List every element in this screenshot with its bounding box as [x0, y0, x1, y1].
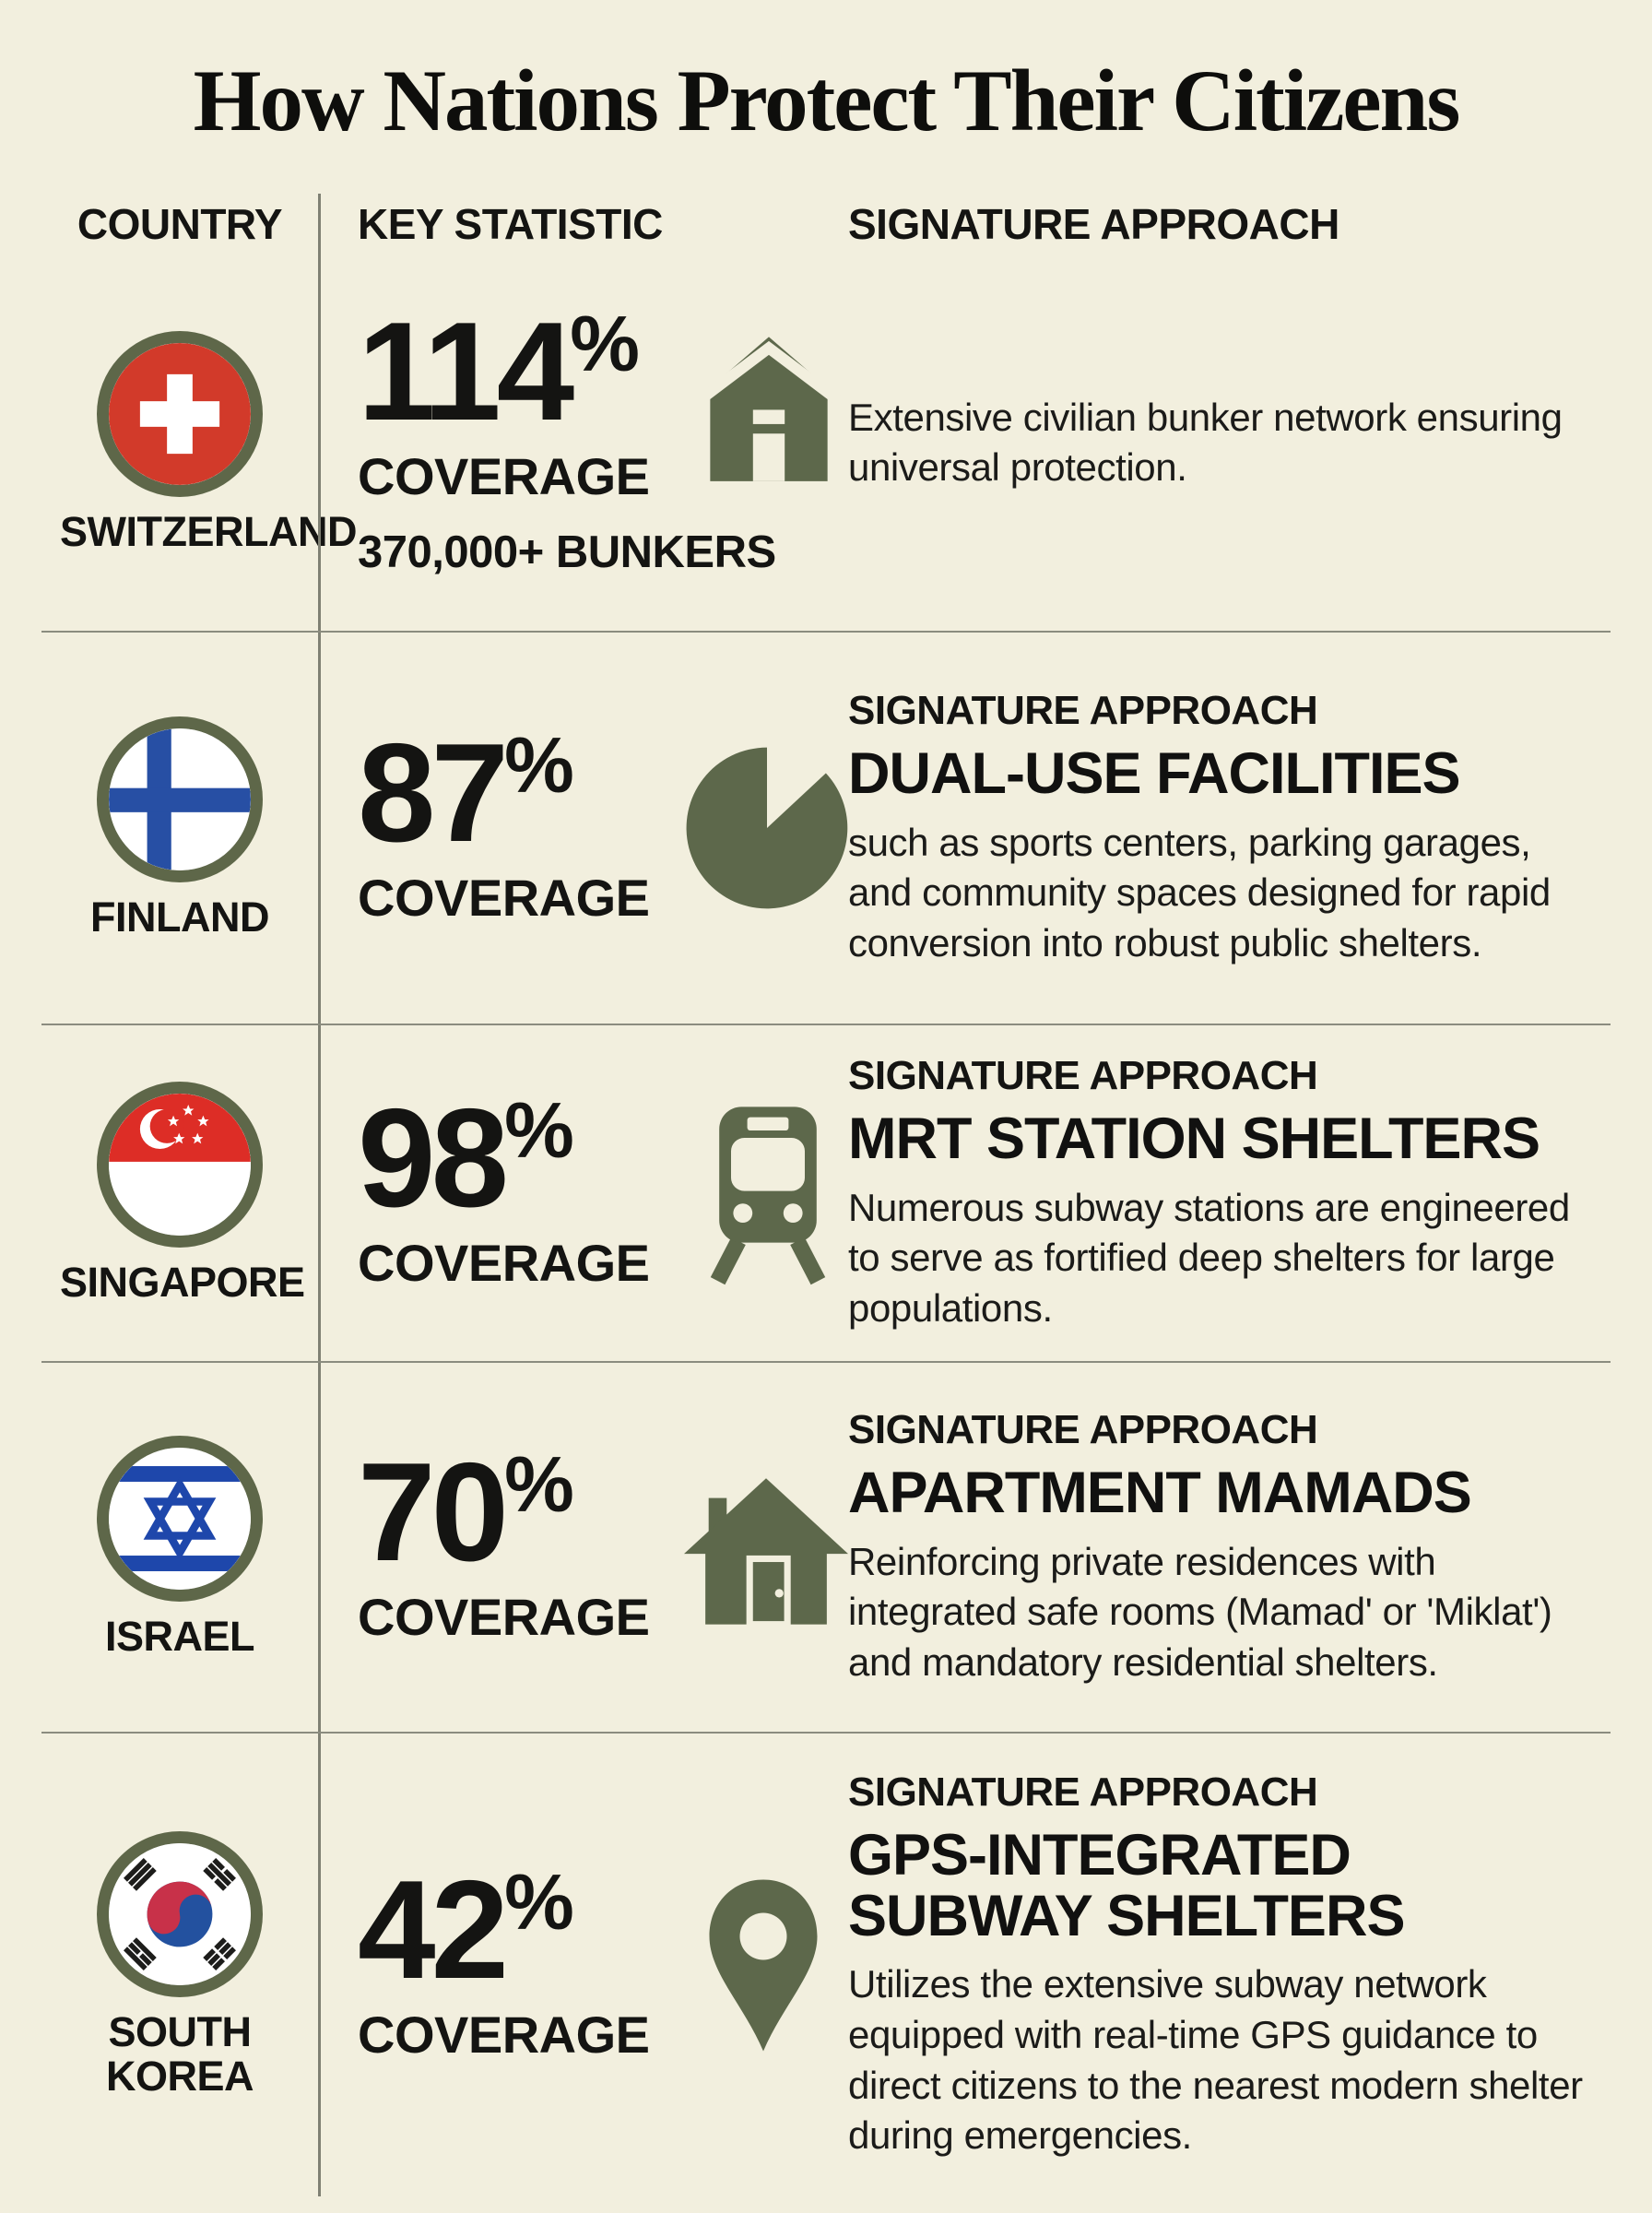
approach-title: MRT STATION SHELTERS [848, 1106, 1540, 1172]
south-korea-flag [97, 1830, 263, 1997]
row-divider [41, 1024, 1611, 1026]
approach-heading: SIGNATURE APPROACH [848, 1053, 1318, 1099]
column-header-stat-cell: KEY STATISTIC [318, 194, 848, 255]
singapore-flag [97, 1082, 263, 1249]
stat-label: COVERAGE [358, 2005, 650, 2064]
percent-sign: % [504, 1087, 574, 1176]
country-cell: SINGAPORE [41, 1025, 318, 1361]
approach-cell: SIGNATURE APPROACH DUAL-USE FACILITIES s… [848, 633, 1611, 1024]
stat-number-text: 87 [358, 714, 509, 871]
location-pin-icon [694, 1876, 832, 2055]
stat-value: 98% [358, 1088, 650, 1228]
finland-flag [97, 716, 263, 883]
stat-value: 87% [358, 723, 639, 863]
approach-cell: SIGNATURE APPROACH APARTMENT MAMADS Rein… [848, 1363, 1611, 1732]
approach-title: GPS-INTEGRATED SUBWAY SHELTERS [848, 1823, 1405, 1949]
stat-cell: 42% COVERAGE [318, 1734, 848, 2197]
country-row-singapore: SINGAPORE 98% COVERAGE [0, 1025, 1652, 1362]
switzerland-flag [97, 331, 263, 498]
stat-number-text: 114 [358, 292, 574, 450]
approach-description: such as sports centers, parking garages,… [848, 820, 1551, 964]
approach-description: Extensive civilian bunker network ensuri… [848, 395, 1563, 490]
stat-cell: 70% COVERAGE [318, 1363, 848, 1733]
approach-heading: SIGNATURE APPROACH [848, 688, 1318, 734]
stat-label: COVERAGE [358, 446, 650, 505]
approach-description: Reinforcing private residences with inte… [848, 1539, 1552, 1684]
percent-sign: % [504, 1441, 574, 1530]
train-icon [694, 1101, 842, 1285]
approach-title: APARTMENT MAMADS [848, 1461, 1472, 1526]
title-section: How Nations Protect Their Citizens [0, 0, 1652, 149]
row-divider [41, 631, 1611, 633]
country-cell: SWITZERLAND [41, 254, 357, 631]
israel-flag [97, 1436, 263, 1603]
row-divider [41, 1361, 1611, 1364]
country-name: ISRAEL [104, 1613, 255, 1661]
stat-value: 114% [358, 302, 645, 442]
column-header-approach-cell: SIGNATURE APPROACH [848, 194, 1611, 254]
stat-label: COVERAGE [358, 868, 650, 927]
approach-description: Numerous subway stations are engineered … [848, 1185, 1570, 1330]
house-icon [684, 1465, 848, 1629]
country-cell: FINLAND [41, 633, 318, 1024]
stat-sub-label: 370,000+ BUNKERS [358, 527, 776, 577]
stat-label: COVERAGE [358, 1587, 650, 1646]
country-row-israel: ISRAEL 70% COVERAGE [0, 1363, 1652, 1733]
column-header-signature-approach: SIGNATURE APPROACH [848, 200, 1339, 249]
column-header-key-statistic: KEY STATISTIC [358, 200, 663, 249]
stat-number-text: 98 [358, 1079, 509, 1237]
country-cell: ISRAEL [41, 1363, 318, 1732]
country-name: SINGAPORE [60, 1259, 305, 1307]
approach-cell: SIGNATURE APPROACH GPS-INTEGRATED SUBWAY… [848, 1734, 1611, 2196]
approach-title: DUAL-USE FACILITIES [848, 741, 1461, 807]
bunker-icon [690, 327, 848, 486]
country-cell: SOUTH KOREA [41, 1734, 318, 2196]
stat-value: 70% [358, 1442, 640, 1582]
stat-value: 42% [358, 1860, 650, 2000]
approach-heading: SIGNATURE APPROACH [848, 1407, 1318, 1453]
column-header-country: COUNTRY [77, 200, 283, 249]
pie-chart-icon [683, 744, 851, 912]
stat-number-text: 42 [358, 1851, 509, 2008]
stat-cell: 114% COVERAGE 370,000+ BUNKERS [318, 254, 848, 632]
row-divider [41, 1732, 1611, 1734]
approach-heading: SIGNATURE APPROACH [848, 1769, 1318, 1816]
page-title: How Nations Protect Their Citizens [193, 52, 1461, 149]
approach-description: Utilizes the extensive subway network eq… [848, 1962, 1583, 2158]
country-row-finland: FINLAND 87% COVERAGE SIGNATURE APPROACH … [0, 633, 1652, 1024]
percent-sign: % [504, 1859, 574, 1947]
country-name: SWITZERLAND [60, 508, 357, 556]
percent-sign: % [504, 722, 574, 811]
country-name: SOUTH KOREA [105, 2007, 254, 2101]
column-header-row: COUNTRY KEY STATISTIC SIGNATURE APPROACH [0, 194, 1652, 255]
country-row-south-korea: SOUTH KOREA 42% COVERAGE SIGNATURE APPRO… [0, 1734, 1652, 2197]
stat-cell: 87% COVERAGE [318, 633, 848, 1024]
approach-cell: SIGNATURE APPROACH MRT STATION SHELTERS … [848, 1025, 1611, 1361]
stat-number-text: 70 [358, 1433, 509, 1591]
column-header-country-cell: COUNTRY [41, 194, 318, 254]
stat-label: COVERAGE [358, 1233, 650, 1292]
country-row-switzerland: SWITZERLAND 114% COVERAGE 370,000+ BUNKE [0, 254, 1652, 632]
approach-cell: Extensive civilian bunker network ensuri… [848, 254, 1611, 631]
percent-sign: % [570, 301, 640, 389]
stat-cell: 98% COVERAGE [318, 1025, 848, 1362]
country-name: FINLAND [90, 893, 269, 941]
